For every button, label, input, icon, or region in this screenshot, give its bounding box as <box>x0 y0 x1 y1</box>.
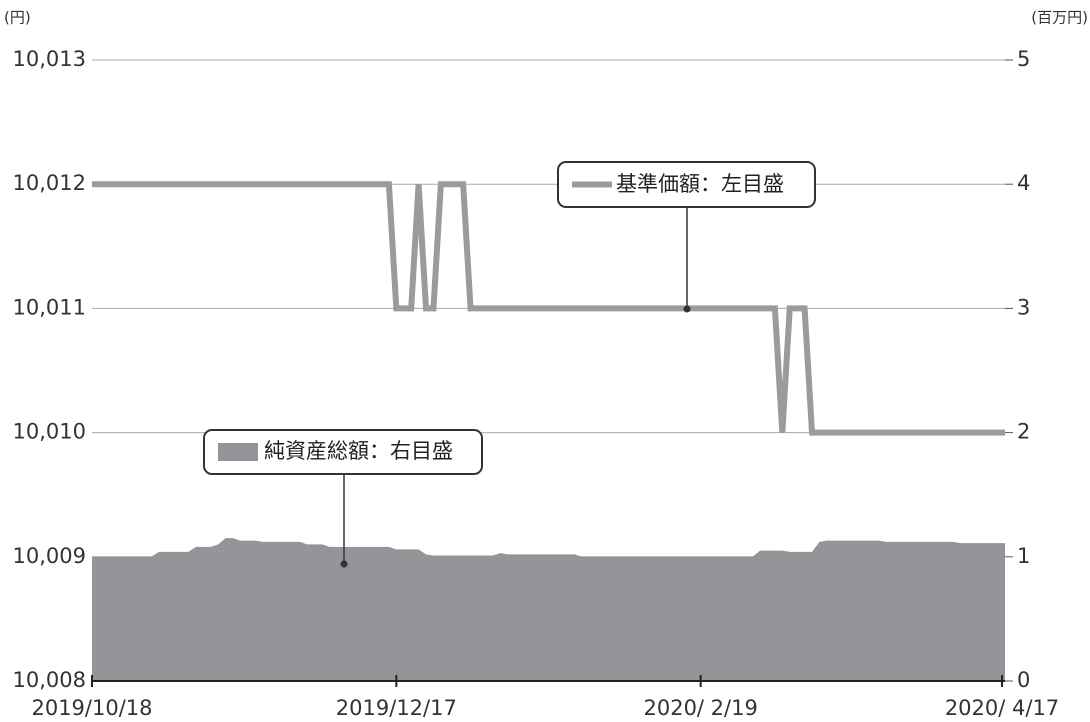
connector-dot <box>683 305 691 313</box>
line <box>92 181 1005 436</box>
legend-box <box>557 161 816 208</box>
y-tick-label: 10,013 <box>13 47 86 71</box>
y-tick-label: 10,011 <box>13 295 86 319</box>
y2-tick-label: 0 <box>1017 668 1030 692</box>
x-tick-label: 2020/ 2/19 <box>643 696 757 720</box>
legend-price: 基準価額：左目盛 <box>557 161 816 313</box>
y2-tick-label: 1 <box>1017 544 1030 568</box>
x-tick-label: 2019/10/18 <box>31 696 152 720</box>
left-unit: (円) <box>4 9 31 27</box>
y-tick-label: 10,010 <box>13 420 86 444</box>
legend-label: 純資産総額：右目盛 <box>264 439 453 463</box>
right-unit: (百万円) <box>1031 9 1088 27</box>
legend-assets: 純資産総額：右目盛 <box>203 429 483 568</box>
legend-label: 基準価額：左目盛 <box>616 172 784 196</box>
area <box>92 538 1005 681</box>
legend-swatch <box>218 443 258 461</box>
y2-tick-label: 2 <box>1017 420 1030 444</box>
connector-dot <box>340 560 348 568</box>
y2-tick-label: 5 <box>1017 47 1030 71</box>
y-tick-label: 10,009 <box>13 544 86 568</box>
y-tick-label: 10,012 <box>13 171 86 195</box>
y2-tick-label: 4 <box>1017 171 1030 195</box>
x-tick-label: 2020/ 4/17 <box>945 696 1059 720</box>
plot: 10,008 10,009 10,010 10,011 10,012 10,013 0 1 2 3… <box>13 47 1060 720</box>
x-tick-label: 2019/12/17 <box>336 696 457 720</box>
y2-tick-label: 3 <box>1017 295 1030 319</box>
y-tick-label: 10,008 <box>13 668 86 692</box>
legend-box <box>203 429 483 475</box>
